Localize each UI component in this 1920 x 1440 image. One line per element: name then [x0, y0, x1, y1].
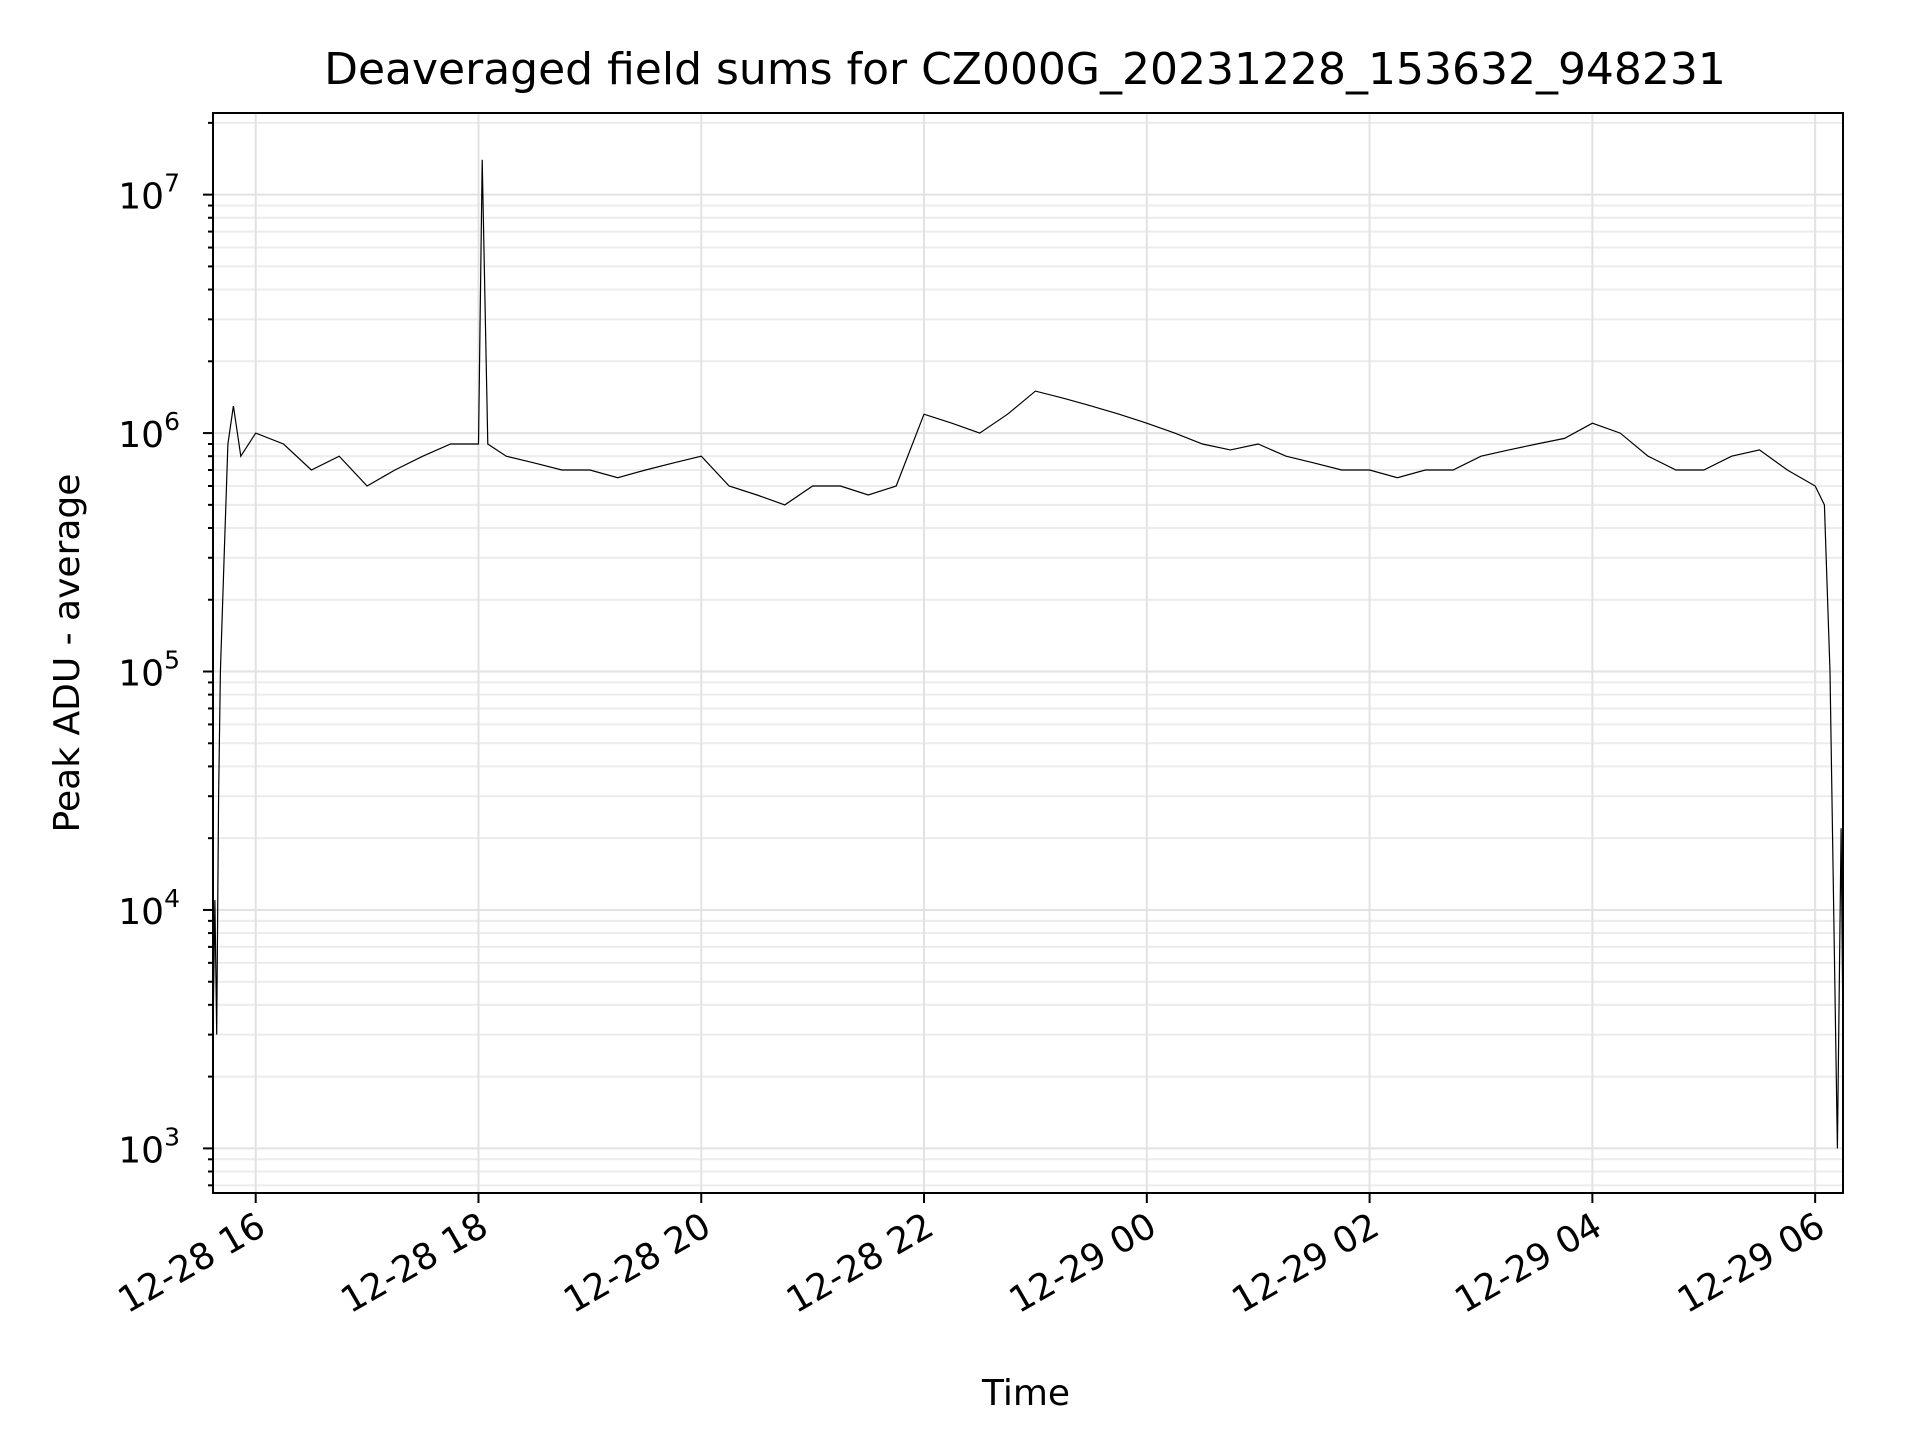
x-axis-label: Time [981, 1373, 1070, 1414]
y-tick-label: 104 [118, 884, 180, 933]
y-tick-label: 107 [118, 169, 180, 218]
y-tick-label: 105 [118, 646, 180, 695]
plot-frame [212, 112, 1844, 1194]
chart-title: Deaveraged field sums for CZ000G_2023122… [324, 44, 1726, 95]
y-axis: 103 104 105 106 107 [118, 121, 213, 1187]
series-line [212, 159, 1844, 1149]
grid [213, 113, 1843, 1193]
y-tick-label: 103 [118, 1122, 180, 1171]
y-axis-label: Peak ADU - average [47, 474, 88, 833]
y-tick-label: 106 [118, 407, 180, 456]
